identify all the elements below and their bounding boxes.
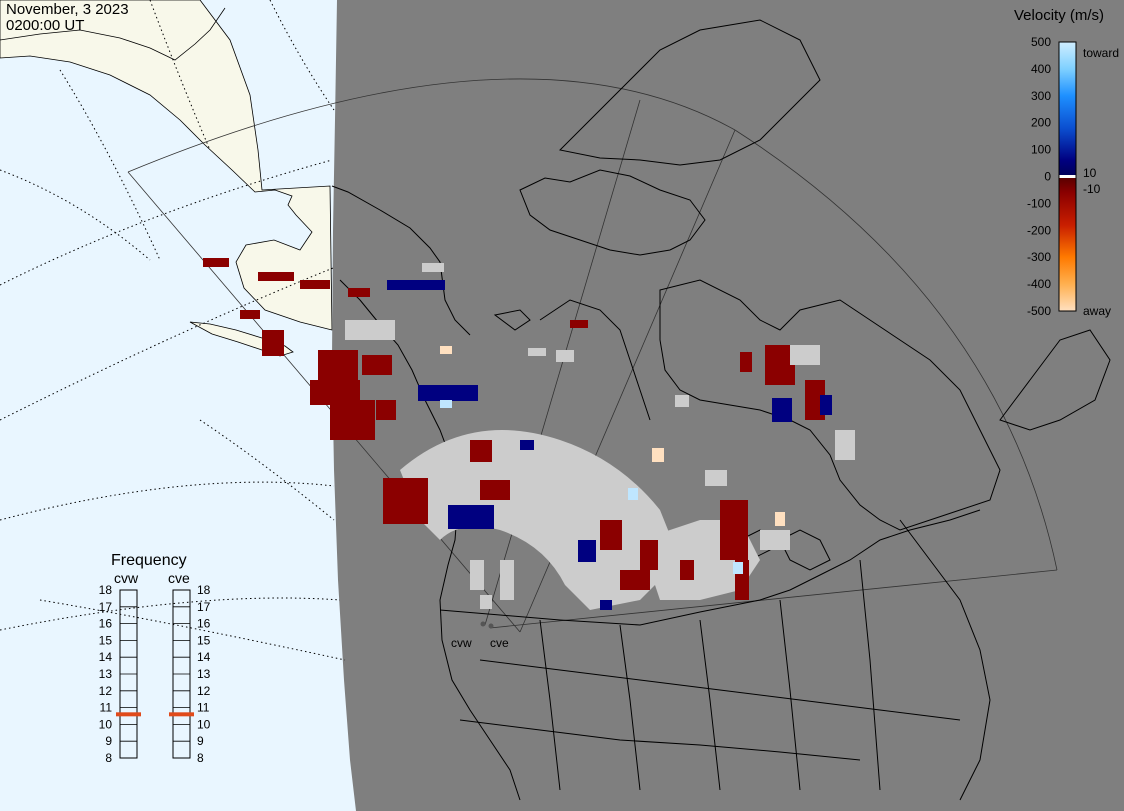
coastlines-and-borders: [331, 19, 1111, 801]
frequency-scale-label: 9: [197, 734, 204, 748]
velocity-tick-label: -100: [1027, 196, 1051, 210]
frequency-scale-label: 8: [197, 751, 204, 765]
frequency-scale-label: 11: [100, 701, 113, 715]
date-label: November, 3 2023: [6, 1, 129, 18]
velocity-tick-label: -500: [1027, 304, 1051, 318]
radar-fov-outline: [127, 78, 1058, 633]
velocity-inner-tick-pos: 10: [1083, 166, 1097, 180]
ground-scatter-cells: [345, 263, 855, 609]
velocity-tick-label: 400: [1031, 62, 1051, 76]
radar-site-label-cve: cve: [490, 636, 509, 650]
radar-site-label-cvw: cvw: [451, 636, 472, 650]
graticule: [0, 0, 346, 661]
velocity-cells-faint: [440, 346, 785, 574]
frequency-scale-label: 10: [197, 717, 211, 731]
ground-scatter-band: [400, 430, 680, 610]
velocity-toward-label: toward: [1083, 46, 1119, 60]
frequency-scale-label: 15: [197, 633, 211, 647]
frequency-scale-label: 14: [99, 650, 113, 664]
frequency-scale-label: 8: [105, 751, 112, 765]
frequency-scale-label: 11: [197, 701, 210, 715]
velocity-tick-label: 300: [1031, 89, 1051, 103]
frequency-marker-cve: [169, 712, 194, 717]
velocity-tick-label: -300: [1027, 250, 1051, 264]
velocity-colorbar-gradient: [1058, 41, 1077, 312]
velocity-tick-label: -400: [1027, 277, 1051, 291]
frequency-panel-title: Frequency: [111, 552, 187, 569]
velocity-away-label: away: [1083, 304, 1111, 318]
sunlit-land: [0, 0, 333, 331]
frequency-scale-label: 17: [99, 600, 113, 614]
frequency-scale-label: 16: [197, 617, 211, 631]
frequency-scale-label: 18: [197, 583, 211, 597]
frequency-radar-label-cve: cve: [168, 570, 190, 586]
velocity-inner-tick-neg: -10: [1083, 182, 1101, 196]
frequency-columns: 18 17 16 15 14 13 12 11 10 9 8 18 17 16 15 14 13 12 11 10 9 8: [99, 583, 211, 765]
radar-site-cve: [488, 623, 494, 629]
radar-scatter: [203, 258, 855, 610]
velocity-cells-away: [203, 258, 825, 600]
frequency-scale-label: 16: [99, 617, 113, 631]
velocity-colorbar-title: Velocity (m/s): [1014, 7, 1104, 24]
velocity-colorbar: Velocity (m/s) 500 400 300 200 100 0 -100 -200 -…: [1014, 7, 1119, 318]
frequency-radar-label-cvw: cvw: [114, 570, 139, 586]
siberian-coast: [0, 7, 226, 61]
frequency-scale-label: 15: [99, 633, 113, 647]
frequency-scale-label: 14: [197, 650, 211, 664]
velocity-tick-label: -200: [1027, 223, 1051, 237]
time-label: 0200:00 UT: [6, 17, 85, 34]
velocity-tick-label: 0: [1044, 170, 1051, 184]
frequency-scale-label: 12: [197, 684, 211, 698]
frequency-panel: Frequency cvw cve 1817161514131211109818…: [99, 552, 211, 765]
radar-site-markers: cvw cve: [451, 621, 509, 650]
frequency-scale-label: 18: [99, 583, 113, 597]
velocity-tick-label: 100: [1031, 143, 1051, 157]
frequency-scale-label: 10: [99, 717, 113, 731]
frequency-scale-label: 13: [197, 667, 211, 681]
velocity-cells-toward: [387, 280, 832, 610]
radar-site-cvw: [480, 621, 486, 627]
frequency-scale-label: 13: [99, 667, 113, 681]
velocity-tick-label: 500: [1031, 35, 1051, 49]
velocity-colorbar-ticks: 500 400 300 200 100 0 -100 -200 -300 -400 -500: [1027, 35, 1051, 318]
frequency-marker-cvw: [116, 712, 141, 717]
frequency-scale-label: 9: [105, 734, 112, 748]
frequency-scale-label: 12: [99, 684, 113, 698]
velocity-tick-label: 200: [1031, 116, 1051, 130]
frequency-scale-label: 17: [197, 600, 211, 614]
